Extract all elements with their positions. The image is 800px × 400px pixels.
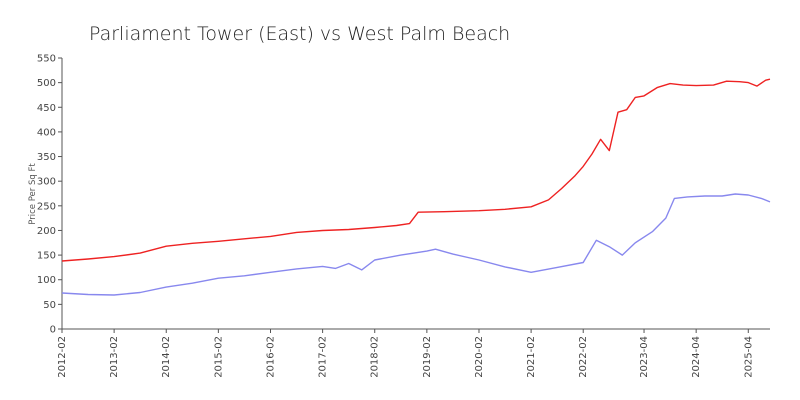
y-tick-label: 200 xyxy=(37,226,56,237)
x-tick-label: 2016-02 xyxy=(265,336,276,378)
series-line-0 xyxy=(61,78,771,262)
x-tick-label: 2013-02 xyxy=(109,336,120,378)
x-tick-label: 2025-04 xyxy=(743,336,754,378)
x-tick-label: 2012-02 xyxy=(57,336,68,378)
y-tick-label: 400 xyxy=(37,127,56,138)
y-tick-label: 100 xyxy=(37,275,56,286)
y-tick-label: 500 xyxy=(37,78,56,89)
x-tick-label: 2021-02 xyxy=(526,336,537,378)
chart-title: Parliament Tower (East) vs West Palm Bea… xyxy=(89,23,510,45)
x-tick-label: 2024-04 xyxy=(691,336,702,378)
x-tick-label: 2023-04 xyxy=(639,336,650,378)
x-tick-label: 2020-02 xyxy=(474,336,485,378)
y-tick-label: 350 xyxy=(37,152,56,163)
y-tick-label: 0 xyxy=(50,325,56,336)
x-tick-label: 2019-02 xyxy=(422,336,433,378)
series-layer xyxy=(61,78,771,296)
y-tick-label: 450 xyxy=(37,103,56,114)
y-axis-ticks: 0 50 100 150 200 250 300 350 400 450 500 550 xyxy=(37,54,62,336)
y-tick-label: 550 xyxy=(37,54,56,65)
x-tick-label: 2022-02 xyxy=(578,336,589,378)
x-axis-ticks: 2012-02 2013-02 2014-02 2015-02 2016-02 2017-… xyxy=(57,329,754,378)
y-tick-label: 250 xyxy=(37,201,56,212)
y-axis-label: Price Per Sq Ft xyxy=(28,163,38,225)
y-tick-label: 300 xyxy=(37,177,56,188)
x-tick-label: 2015-02 xyxy=(213,336,224,378)
x-tick-label: 2018-02 xyxy=(370,336,381,378)
y-tick-label: 50 xyxy=(43,300,56,311)
y-tick-label: 150 xyxy=(37,251,56,262)
series-line-1 xyxy=(61,193,771,296)
x-tick-label: 2014-02 xyxy=(161,336,172,378)
x-tick-label: 2017-02 xyxy=(318,336,329,378)
